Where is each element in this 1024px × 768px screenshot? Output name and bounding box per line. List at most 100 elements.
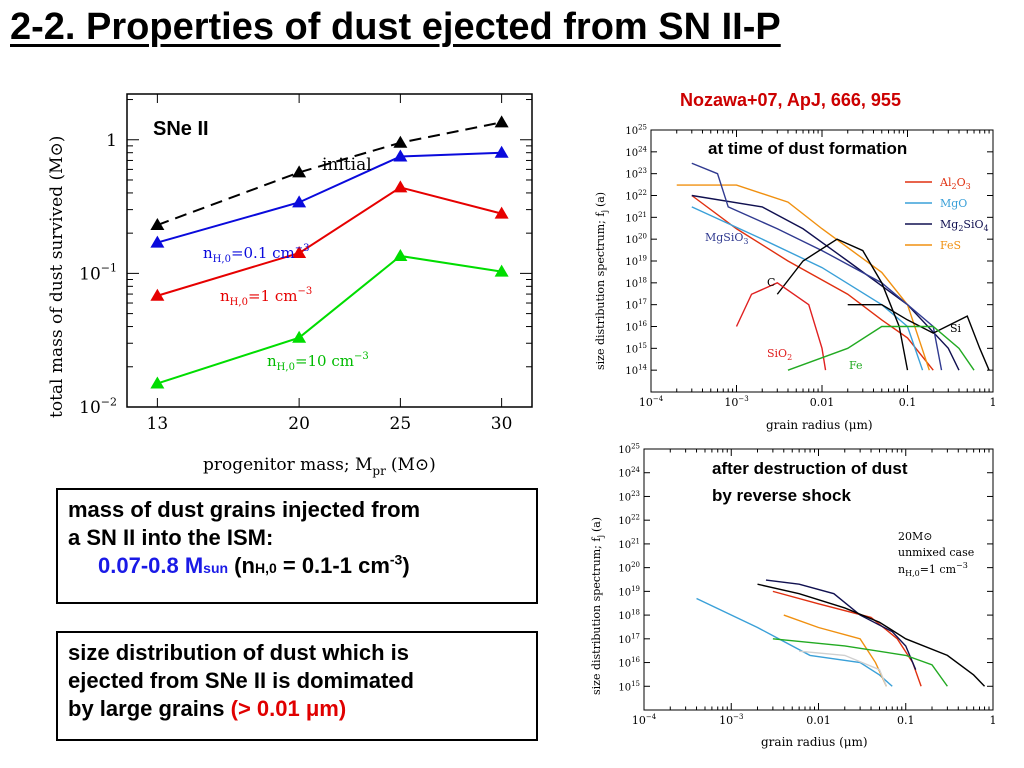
c3-xtick-label: 10−4 bbox=[632, 713, 657, 727]
data-point-nH,0=0.1 bbox=[150, 235, 165, 248]
legend-label-Mg2SiO4: Mg2SiO4 bbox=[940, 218, 989, 233]
chart3-inset-1: 20M⊙ bbox=[898, 530, 932, 543]
chart2-panel-label: at time of dust formation bbox=[708, 139, 907, 158]
c3-xtick-label: 1 bbox=[990, 714, 997, 727]
data-point-initial bbox=[393, 135, 408, 148]
series-line-nH,0=10 bbox=[157, 254, 502, 385]
data-point-initial bbox=[494, 115, 509, 128]
c2-ytick-label: 1025 bbox=[625, 124, 647, 138]
c3-ytick-label: 1023 bbox=[618, 490, 640, 504]
c2-series-SiO2 bbox=[735, 282, 827, 371]
chart3-xlabel: grain radius (μm) bbox=[761, 735, 868, 749]
c2-series-Al2O3 bbox=[691, 194, 934, 371]
c3-ytick-label: 1018 bbox=[618, 609, 640, 623]
c3-series-Si bbox=[757, 583, 986, 687]
data-point-nH,0=0.1 bbox=[494, 145, 509, 158]
c2-ytick-label: 1016 bbox=[625, 320, 647, 334]
chart3-inset-3: nH,0=1 cm−3 bbox=[898, 561, 968, 578]
series-line-initial bbox=[157, 121, 502, 226]
c3-series-Fe bbox=[772, 638, 948, 687]
c2-series-Mg2SiO4 bbox=[691, 194, 960, 371]
box1-line3: 0.07-0.8 Msun (nH,0 = 0.1-1 cm-3) bbox=[68, 552, 526, 582]
data-point-nH,0=0.1 bbox=[393, 149, 408, 162]
chart1-xtick-label: 13 bbox=[147, 414, 169, 434]
series-line-nH,0=1 bbox=[157, 186, 502, 297]
annotation-fe: Fe bbox=[849, 359, 863, 372]
data-point-nH,0=10 bbox=[393, 248, 408, 261]
size-distribution-summary-box: size distribution of dust which is eject… bbox=[56, 631, 538, 741]
c2-ytick-label: 1018 bbox=[625, 276, 647, 290]
c2-series-Si bbox=[847, 303, 990, 371]
chart3-inset-2: unmixed case bbox=[898, 546, 974, 559]
c2-xtick-label: 0.01 bbox=[810, 396, 835, 409]
data-point-nH,0=1 bbox=[494, 206, 509, 219]
c2-ytick-label: 1015 bbox=[625, 342, 647, 356]
data-point-nH,0=0.1 bbox=[292, 195, 307, 208]
c3-xtick-label: 10−3 bbox=[719, 713, 743, 727]
c3-ytick-label: 1016 bbox=[618, 656, 640, 670]
density: = 0.1-1 cm bbox=[276, 553, 390, 578]
legend-label-MgO: MgO bbox=[940, 197, 967, 210]
c3-ytick-label: 1025 bbox=[618, 443, 640, 457]
paren-open: (n bbox=[228, 553, 255, 578]
box1-line1: mass of dust grains injected from bbox=[68, 497, 421, 522]
c3-xtick-label: 0.01 bbox=[806, 714, 831, 727]
c3-ytick-label: 1021 bbox=[618, 537, 640, 551]
chart2-ylabel: size distribution spectrum; fj(a) bbox=[594, 192, 609, 370]
legend-label-FeS: FeS bbox=[940, 239, 961, 252]
series-line-nH,0=0.1 bbox=[157, 151, 502, 244]
n-sub: H,0 bbox=[254, 560, 277, 576]
paren-close: ) bbox=[402, 553, 410, 578]
c3-series-Mg2SiO4 bbox=[765, 579, 917, 670]
c3-ytick-label: 1020 bbox=[618, 561, 640, 575]
mass-sub: sun bbox=[203, 560, 229, 576]
c3-ytick-label: 1022 bbox=[618, 514, 640, 528]
data-point-nH,0=1 bbox=[393, 180, 408, 193]
chart3-ylabel: size distribution spectrum; fj(a) bbox=[590, 517, 605, 695]
chart1-ytick-label: 1 bbox=[106, 131, 117, 151]
chart1-ytick-label: 10−2 bbox=[79, 395, 117, 418]
chart3-panel-label-1: after destruction of dust bbox=[712, 459, 908, 478]
c3-ytick-label: 1015 bbox=[618, 680, 640, 694]
data-point-nH,0=10 bbox=[292, 330, 307, 343]
c3-ytick-label: 1017 bbox=[618, 632, 640, 646]
chart1-frame bbox=[126, 93, 533, 408]
series-label-n01: nH,0=0.1 cm−3 bbox=[203, 243, 310, 265]
c2-ytick-label: 1020 bbox=[625, 233, 647, 247]
data-point-nH,0=10 bbox=[150, 376, 165, 389]
box2-line1: size distribution of dust which is bbox=[68, 640, 410, 665]
c2-xtick-label: 10−4 bbox=[639, 395, 664, 409]
chart1-ylabel: total mass of dust survived (M⊙) bbox=[47, 136, 67, 418]
c3-xtick-label: 0.1 bbox=[897, 714, 915, 727]
series-label-n1: nH,0=1 cm−3 bbox=[220, 286, 312, 308]
chart2-xlabel: grain radius (μm) bbox=[766, 418, 873, 432]
data-point-initial bbox=[150, 218, 165, 231]
c2-series-MgSiO3 bbox=[691, 162, 943, 371]
c2-ytick-label: 1021 bbox=[625, 211, 647, 225]
density-sup: -3 bbox=[389, 551, 403, 568]
citation: Nozawa+07, ApJ, 666, 955 bbox=[680, 90, 901, 110]
c2-ytick-label: 1022 bbox=[625, 189, 647, 203]
c3-series-SiO2 bbox=[799, 650, 888, 687]
annotation-c: C bbox=[767, 276, 775, 289]
chart3-panel-label-2: by reverse shock bbox=[712, 486, 851, 505]
chart1-xtick-label: 25 bbox=[390, 414, 412, 434]
c3-ytick-label: 1024 bbox=[618, 466, 640, 480]
dust-mass-summary-box: mass of dust grains injected from a SN I… bbox=[56, 488, 538, 604]
large-grain-highlight: (> 0.01 μm) bbox=[230, 696, 347, 721]
slide-title: 2-2. Properties of dust ejected from SN … bbox=[10, 6, 781, 48]
annotation-mgsio3: MgSiO3 bbox=[705, 231, 748, 246]
data-point-nH,0=10 bbox=[494, 264, 509, 277]
annotation-si: Si bbox=[950, 322, 962, 335]
c2-xtick-label: 0.1 bbox=[899, 396, 917, 409]
data-point-initial bbox=[292, 165, 307, 178]
c2-ytick-label: 1019 bbox=[625, 255, 647, 269]
chart1-panel-label: SNe II bbox=[153, 118, 209, 140]
c2-ytick-label: 1014 bbox=[625, 364, 647, 378]
chart1-xtick-label: 30 bbox=[491, 414, 513, 434]
c2-series-MgO bbox=[691, 206, 924, 371]
c2-xtick-label: 10−3 bbox=[724, 395, 748, 409]
chart1-ytick-label: 10−1 bbox=[79, 262, 117, 285]
